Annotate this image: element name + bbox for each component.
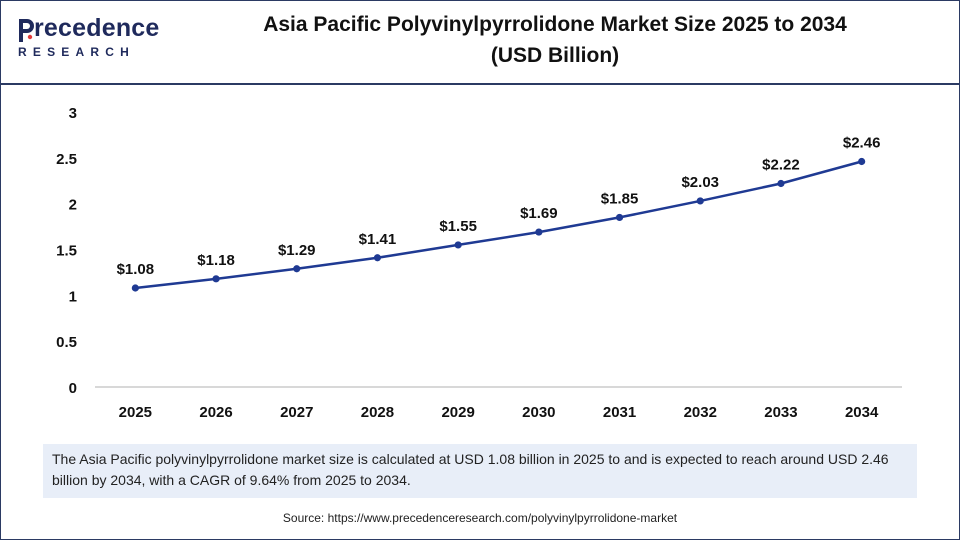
chart-title-line1: Asia Pacific Polyvinylpyrrolidone Market… [263,13,847,36]
y-tick-label: 3 [69,105,77,122]
y-tick-label: 1 [69,288,77,305]
header: recedence RESEARCH Asia Pacific Polyviny… [0,0,960,82]
data-label: $1.41 [359,231,397,248]
logo-p-icon [19,19,34,42]
x-tick-label: 2031 [603,404,636,421]
source-citation: Source: https://www.precedenceresearch.c… [282,511,678,525]
data-label: $1.69 [520,205,558,222]
data-point [535,228,543,236]
x-tick-label: 2030 [522,404,555,421]
data-point [696,197,704,205]
y-tick-label: 2 [69,197,77,214]
data-point [615,213,624,222]
data-label: $1.85 [601,190,639,207]
header-divider [0,83,960,85]
data-point [454,241,462,249]
brand-name: recedence [34,14,160,42]
x-tick-label: 2029 [441,404,474,421]
data-label: $1.29 [278,242,316,259]
x-tick-label: 2027 [280,404,313,421]
data-point [777,179,785,188]
chart-title-line2: (USD Billion) [490,44,620,67]
data-label: $1.08 [117,261,155,278]
y-tick-label: 2.5 [56,151,77,168]
data-point [858,157,866,166]
x-tick-label: 2025 [119,404,152,421]
data-label: $1.55 [439,218,477,235]
y-tick-label: 0.5 [56,334,77,351]
x-tick-label: 2028 [361,404,394,421]
series-line [135,160,862,290]
data-point [131,284,139,292]
data-point [212,275,220,283]
line-chart: 0 0.5 1 1.5 2 2.5 3 2025 2026 2027 2028 2029 2030 203… [56,105,902,421]
data-label: $2.46 [843,135,881,152]
y-tick-label: 0 [69,380,77,397]
x-tick-label: 2026 [199,404,232,421]
data-label: $2.22 [762,157,800,174]
brand-sub: RESEARCH [18,45,135,59]
brand-logo: recedence RESEARCH [16,14,166,62]
x-tick-label: 2034 [845,404,879,421]
chart-title: Asia Pacific Polyvinylpyrrolidone Market… [200,9,910,71]
summary-note: The Asia Pacific polyvinylpyrrolidone ma… [43,444,917,498]
data-label: $2.03 [681,174,719,191]
data-point [373,254,382,262]
data-point [293,265,301,273]
data-label: $1.18 [197,252,235,269]
x-tick-label: 2032 [684,404,717,421]
x-tick-label: 2033 [764,404,797,421]
y-tick-label: 1.5 [56,243,77,260]
